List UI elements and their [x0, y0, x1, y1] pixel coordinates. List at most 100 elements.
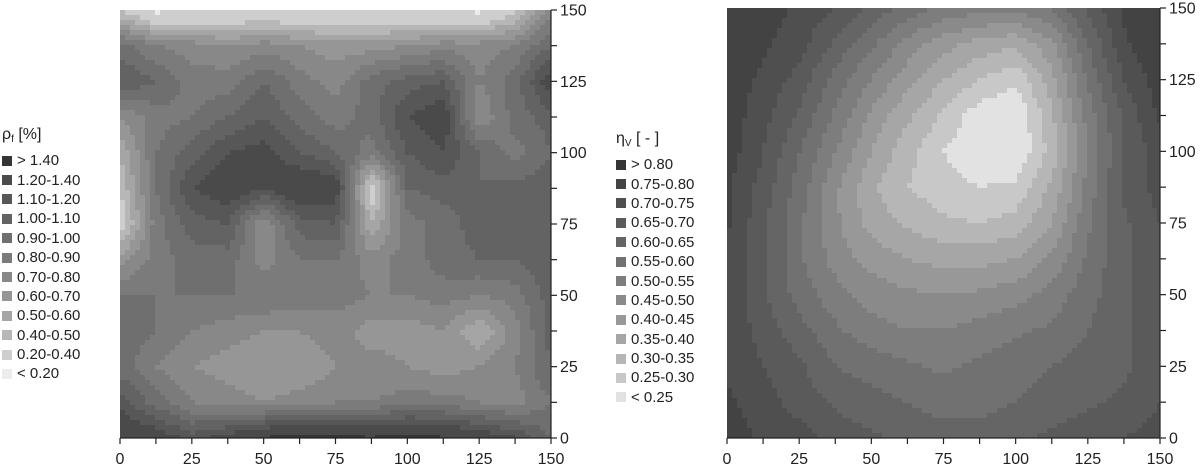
axes	[119, 9, 557, 444]
y-tick-label: 100	[560, 145, 587, 162]
legend-swatch	[616, 295, 626, 306]
legend-swatch	[616, 256, 626, 267]
legend-swatch	[616, 217, 626, 228]
axes	[726, 7, 1166, 444]
legend-label: 0.35-0.40	[631, 330, 695, 348]
legend-label: < 0.20	[17, 365, 60, 383]
legend-swatch	[616, 179, 626, 190]
legend-item: 0.45-0.50	[616, 291, 694, 310]
legend-title-eta: ηV [ - ]	[616, 130, 660, 149]
x-tick-label: 100	[1002, 451, 1029, 468]
chart-1: 0 25 50 75 100 125 150 0 25 50 75 100 125 150	[723, 1, 1196, 469]
legend-item: < 0.25	[616, 388, 694, 407]
legend-item: 0.20-0.40	[2, 345, 80, 364]
legend-eta: ηV [ - ] > 0.80 0.75-0.80 0.70-0.75 0.65-0.…	[616, 130, 694, 407]
legend-swatch	[2, 252, 12, 263]
legend-item: 1.10-1.20	[2, 190, 80, 209]
x-tick-label: 25	[183, 451, 201, 468]
x-tick-label: 0	[116, 451, 125, 468]
legend-item: 0.80-0.90	[2, 248, 80, 267]
x-tick-label: 75	[935, 451, 953, 468]
legend-label: 0.90-1.00	[17, 229, 81, 247]
legend-swatch	[2, 291, 12, 302]
y-tick-label: 125	[560, 74, 587, 91]
legend-swatch	[2, 272, 12, 283]
x-tick-label: 50	[255, 451, 273, 468]
legend-item: 0.70-0.75	[616, 194, 694, 213]
y-tick-label: 0	[560, 431, 569, 448]
x-tick-label: 50	[862, 451, 880, 468]
legend-label: > 0.80	[631, 156, 674, 174]
legend-swatch	[616, 372, 626, 383]
legend-label: 0.40-0.50	[17, 326, 81, 344]
legend-swatch	[616, 159, 626, 170]
y-tick-label: 100	[1169, 144, 1196, 161]
legend-swatch	[2, 349, 12, 360]
legend-item: 0.40-0.45	[616, 310, 694, 329]
legend-item: 0.40-0.50	[2, 326, 80, 345]
y-tick-label: 150	[1169, 1, 1196, 18]
legend-label: > 1.40	[17, 152, 60, 170]
legend-item: 0.70-0.80	[2, 267, 80, 286]
legend-swatch	[616, 237, 626, 248]
legend-label: 0.30-0.35	[631, 350, 695, 368]
y-tick-label: 0	[1169, 431, 1178, 448]
legend-swatch	[2, 155, 12, 166]
legend-item: 0.50-0.55	[616, 271, 694, 290]
legend-label: 0.45-0.50	[631, 291, 695, 309]
y-tick-label: 50	[560, 288, 578, 305]
y-tick-label: 25	[1169, 359, 1187, 376]
legend-title-rho: ρf [%]	[2, 126, 42, 145]
x-tick-label: 75	[327, 451, 345, 468]
y-tick-label: 125	[1169, 72, 1196, 89]
legend-label: 0.60-0.65	[631, 233, 695, 251]
legend-label: 1.10-1.20	[17, 190, 81, 208]
legend-swatch	[616, 353, 626, 364]
legend-swatch	[2, 194, 12, 205]
legend-label: 0.70-0.75	[631, 194, 695, 212]
y-tick-label: 50	[1169, 287, 1187, 304]
x-tick-label: 150	[1147, 451, 1174, 468]
legend-item: 0.55-0.60	[616, 252, 694, 271]
legend-item: 0.60-0.65	[616, 233, 694, 252]
legend-label: 0.25-0.30	[631, 369, 695, 387]
y-tick-label: 75	[1169, 216, 1187, 233]
legend-label: 0.40-0.45	[631, 311, 695, 329]
x-tick-label: 150	[538, 451, 565, 468]
legend-item: 0.30-0.35	[616, 349, 694, 368]
legend-swatch	[2, 368, 12, 379]
legend-item: < 0.20	[2, 364, 80, 383]
chart-0: 0 25 50 75 100 125 150 0 25 50 75 100 125 150	[116, 3, 587, 469]
legend-label: 0.75-0.80	[631, 175, 695, 193]
legend-swatch	[616, 276, 626, 287]
legend-item: 0.90-1.00	[2, 229, 80, 248]
legend-swatch	[616, 334, 626, 345]
legend-label: 0.50-0.60	[17, 307, 81, 325]
x-tick-label: 25	[790, 451, 808, 468]
legend-item: 0.50-0.60	[2, 306, 80, 325]
legend-swatch	[2, 233, 12, 244]
legend-label: 0.70-0.80	[17, 268, 81, 286]
x-tick-label: 100	[394, 451, 421, 468]
legend-label: 0.55-0.60	[631, 253, 695, 271]
legend-item: > 1.40	[2, 151, 80, 170]
legend-item: 0.25-0.30	[616, 368, 694, 387]
legend-label: 0.80-0.90	[17, 249, 81, 267]
legend-swatch	[2, 330, 12, 341]
x-tick-label: 125	[466, 451, 493, 468]
legend-item: 0.75-0.80	[616, 174, 694, 193]
x-tick-label: 125	[1074, 451, 1101, 468]
legend-swatch	[2, 310, 12, 321]
y-tick-label: 150	[560, 3, 587, 20]
legend-label: 0.60-0.70	[17, 287, 81, 305]
legend-swatch	[616, 314, 626, 325]
contour-fill	[120, 10, 552, 439]
legend-label: 0.20-0.40	[17, 346, 81, 364]
legend-label: 0.50-0.55	[631, 272, 695, 290]
legend-item: > 0.80	[616, 155, 694, 174]
legend-item: 1.20-1.40	[2, 170, 80, 189]
legend-item: 0.35-0.40	[616, 330, 694, 349]
legend-item: 1.00-1.10	[2, 209, 80, 228]
legend-rho: ρf [%] > 1.40 1.20-1.40 1.10-1.20 1.00-1.10…	[2, 126, 80, 384]
